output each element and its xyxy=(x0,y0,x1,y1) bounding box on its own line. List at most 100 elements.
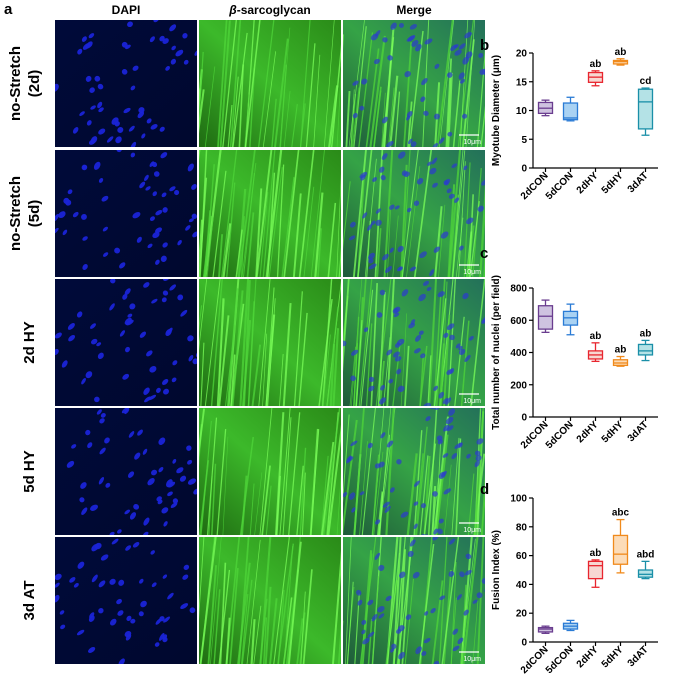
column-header-merge: Merge xyxy=(396,3,432,17)
significance-label: cd xyxy=(640,76,652,87)
micrograph-merge-row-5: 10μm xyxy=(343,537,485,664)
x-tick-label: 5dCON xyxy=(544,644,576,676)
box-iqr xyxy=(637,88,654,130)
row-label-1: no-Stretch (2d) xyxy=(7,46,43,121)
box-5dCON xyxy=(562,96,579,122)
scale-bar-label: 10μm xyxy=(463,656,481,663)
box-3dAT: ab xyxy=(637,328,654,362)
x-tick-label: 3dAT xyxy=(626,644,651,669)
y-axis-label: Total number of nuclei (per field) xyxy=(491,275,502,430)
column-header-sarcoglycan: β-sarcoglycan xyxy=(228,3,311,17)
y-tick-label: 800 xyxy=(510,284,527,295)
y-tick-label: 10 xyxy=(516,106,528,117)
scale-bar-label: 10μm xyxy=(463,398,481,405)
y-tick-label: 0 xyxy=(521,638,527,649)
micrograph-dapi-row-3 xyxy=(55,279,197,406)
y-tick-label: 100 xyxy=(510,494,527,505)
y-tick-label: 60 xyxy=(516,551,528,562)
row-label-2: no-Stretch (5d) xyxy=(7,176,43,251)
panel-a-letter: a xyxy=(4,1,13,18)
box-2dHY: ab xyxy=(587,59,604,87)
y-tick-label: 15 xyxy=(516,77,528,88)
significance-label: ab xyxy=(590,548,602,559)
x-tick-label: 2dHY xyxy=(575,170,601,196)
y-tick-label: 40 xyxy=(516,580,528,591)
significance-label: ab xyxy=(590,331,602,342)
row-label-3: 2d HY xyxy=(21,321,38,364)
y-tick-label: 0 xyxy=(521,164,527,175)
significance-label: ab xyxy=(590,59,602,70)
box-iqr xyxy=(562,102,579,121)
micrograph-green-row-4 xyxy=(199,408,341,535)
chart-c: c 0 200 400 600 800 Total number of nuclei (pe… xyxy=(480,245,658,451)
micrograph-merge-row-1: 10μm xyxy=(343,20,485,147)
box-3dAT: abd xyxy=(637,549,655,580)
significance-label: ab xyxy=(640,328,652,339)
box-3dAT: cd xyxy=(637,76,654,136)
micrograph-dapi-row-2 xyxy=(55,150,197,277)
column-header-dapi: DAPI xyxy=(112,3,141,17)
micrograph-merge-row-4: 10μm xyxy=(343,408,485,535)
box-iqr xyxy=(612,534,629,565)
box-2dCON xyxy=(537,99,554,117)
scale-bar-label: 10μm xyxy=(463,269,481,276)
micrograph-dapi-row-4 xyxy=(55,408,197,535)
row-label-5: 3d AT xyxy=(21,581,38,621)
panel-b-letter: b xyxy=(480,37,489,54)
y-axis-label: Fusion Index (%) xyxy=(491,530,502,610)
box-5dHY: abc xyxy=(612,508,630,574)
y-tick-label: 400 xyxy=(510,348,527,359)
x-tick-label: 2dHY xyxy=(575,644,601,670)
micrograph-green-row-2 xyxy=(199,150,341,277)
box-iqr xyxy=(637,343,654,356)
y-tick-label: 200 xyxy=(510,380,527,391)
box-2dHY: ab xyxy=(587,548,604,588)
y-tick-label: 0 xyxy=(521,413,527,424)
panel-c-letter: c xyxy=(480,245,488,262)
micrograph-green-row-5 xyxy=(199,537,341,664)
box-iqr xyxy=(537,305,554,330)
box-5dHY: ab xyxy=(612,47,629,66)
y-tick-label: 5 xyxy=(521,135,527,146)
y-axis-label: Myotube Diameter (μm) xyxy=(491,55,502,166)
panel-d-letter: d xyxy=(480,481,489,498)
significance-label: abc xyxy=(612,508,630,519)
y-tick-label: 20 xyxy=(516,49,528,60)
box-5dCON xyxy=(562,619,579,632)
box-iqr xyxy=(537,626,554,633)
x-tick-label: 5dHY xyxy=(600,419,626,445)
box-2dHY: ab xyxy=(587,331,604,363)
significance-label: ab xyxy=(615,47,627,58)
box-5dHY: ab xyxy=(612,345,629,367)
row-labels: no-Stretch (2d) no-Stretch (5d) 2d HY 5d HY 3d… xyxy=(7,46,43,621)
scale-bar-label: 10μm xyxy=(463,139,481,146)
x-tick-label: 5dHY xyxy=(600,170,626,196)
micrograph-dapi-row-1 xyxy=(55,20,197,147)
y-tick-label: 20 xyxy=(516,609,528,620)
box-iqr xyxy=(637,569,654,578)
box-iqr xyxy=(587,560,604,580)
box-2dCON xyxy=(537,625,554,635)
box-5dCON xyxy=(562,303,579,336)
micrograph-green-row-1 xyxy=(199,20,341,147)
micrograph-grid: 10μm 10μm 10μm 10μm 10μm xyxy=(55,20,485,664)
x-tick-label: 3dAT xyxy=(626,170,651,195)
box-2dCON xyxy=(537,299,554,333)
y-tick-label: 600 xyxy=(510,316,527,327)
scale-bar-label: 10μm xyxy=(463,527,481,534)
x-tick-label: 5dHY xyxy=(600,644,626,670)
x-tick-label: 2dHY xyxy=(575,419,601,445)
micrograph-green-row-3 xyxy=(199,279,341,406)
significance-label: ab xyxy=(615,345,627,356)
row-label-4: 5d HY xyxy=(21,450,38,493)
micrograph-merge-row-2: 10μm xyxy=(343,150,485,277)
significance-label: abd xyxy=(637,549,655,560)
x-tick-label: 5dCON xyxy=(544,170,576,202)
y-tick-label: 80 xyxy=(516,522,528,533)
micrograph-dapi-row-5 xyxy=(55,537,197,664)
x-tick-label: 5dCON xyxy=(544,419,576,451)
